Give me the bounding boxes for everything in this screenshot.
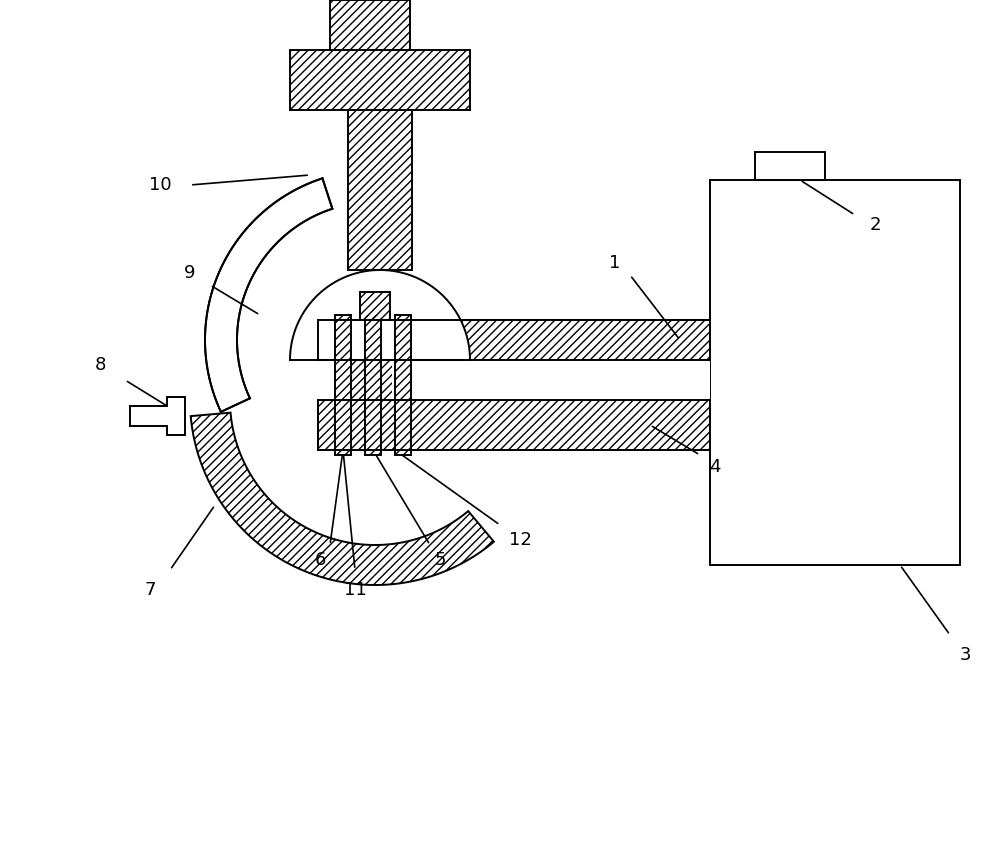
Text: 3: 3 [959, 646, 971, 664]
Bar [348, 110, 412, 270]
Text: 6: 6 [314, 551, 326, 569]
Bar [395, 315, 411, 455]
Text: 7: 7 [144, 581, 156, 599]
Bar [365, 315, 381, 455]
Text: 10: 10 [149, 176, 171, 194]
Bar [755, 152, 825, 180]
Bar [348, 110, 412, 270]
Polygon shape [290, 270, 470, 360]
Text: 8: 8 [94, 356, 106, 374]
Bar [318, 400, 710, 450]
Text: 9: 9 [184, 264, 196, 282]
Polygon shape [191, 413, 494, 585]
Bar [330, 0, 410, 50]
Bar [335, 315, 351, 455]
Bar [395, 315, 411, 455]
Bar [330, 0, 410, 50]
Text: 12: 12 [509, 531, 531, 549]
Text: 5: 5 [434, 551, 446, 569]
Bar [710, 180, 960, 565]
Bar [335, 315, 351, 455]
Bar [348, 360, 392, 400]
Bar [318, 400, 710, 450]
Bar [290, 50, 470, 110]
Text: 11: 11 [344, 581, 366, 599]
Bar [360, 292, 390, 320]
Bar [318, 320, 710, 360]
Bar [318, 360, 710, 400]
Bar [360, 292, 390, 320]
Text: 4: 4 [709, 458, 721, 476]
Bar [365, 315, 381, 455]
Polygon shape [205, 179, 332, 412]
Bar [348, 360, 392, 400]
Bar [290, 50, 470, 110]
Text: 2: 2 [869, 216, 881, 234]
Text: 1: 1 [609, 254, 621, 272]
Bar [318, 320, 710, 360]
Polygon shape [130, 397, 185, 435]
